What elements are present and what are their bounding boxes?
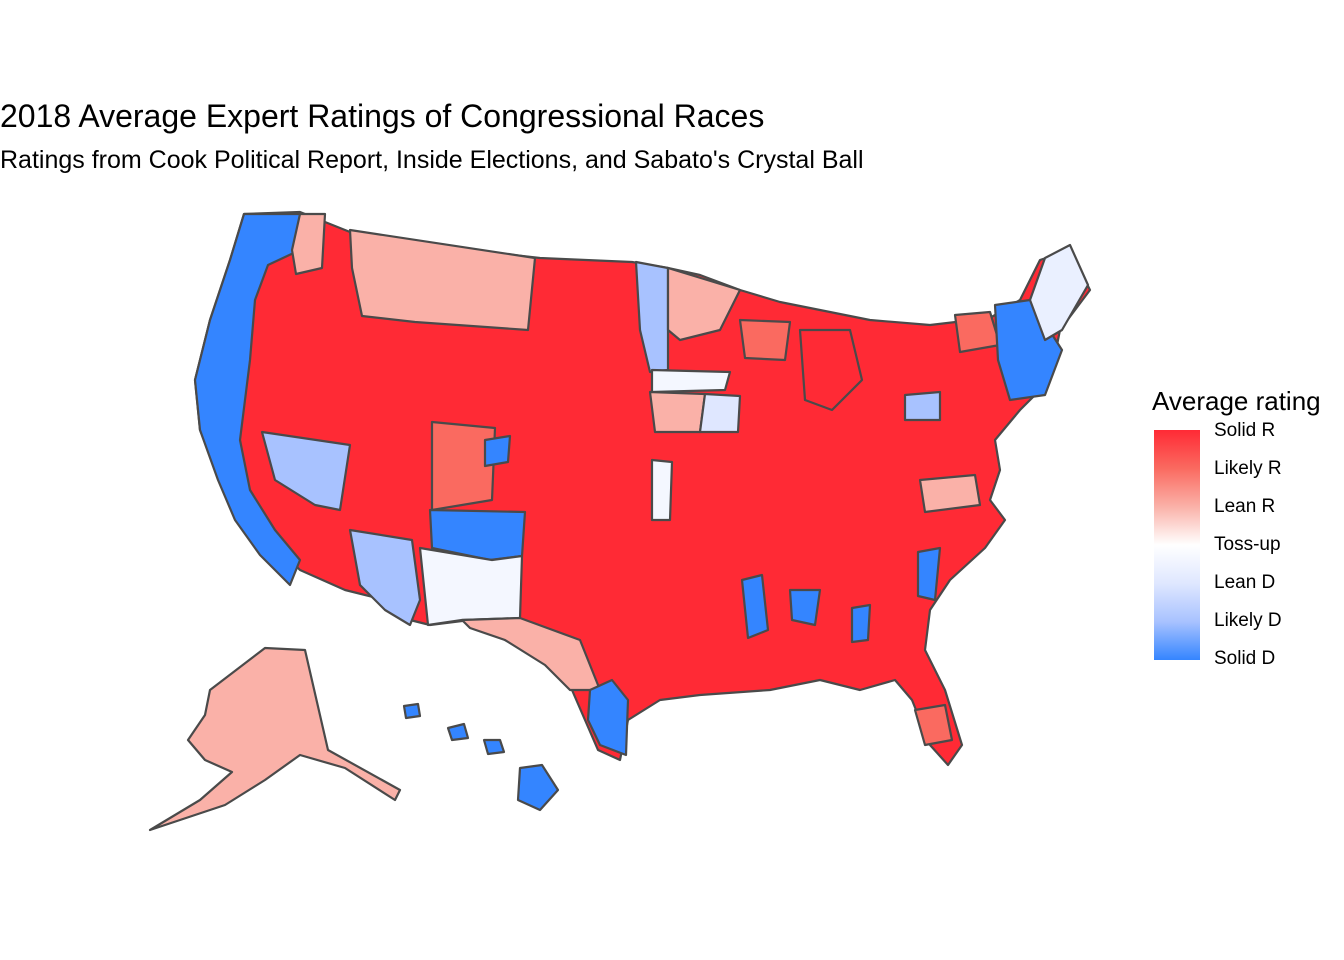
page-subtitle: Ratings from Cook Political Report, Insi…: [0, 146, 864, 174]
hawaii-maui: [482, 738, 506, 756]
virginia-district: [918, 473, 982, 514]
legend-label-lean-r: Lean R: [1214, 496, 1276, 517]
legend: Average rating Solid R Likely R Lean R T…: [1152, 386, 1342, 669]
eastern-washington-district: [290, 212, 327, 276]
florida-south-district: [913, 703, 954, 747]
arizona-district: [348, 528, 422, 627]
alabama-district: [788, 588, 822, 627]
maine-district: [1028, 243, 1090, 342]
pennsylvania-district: [903, 390, 942, 422]
south-texas-districts: [586, 678, 630, 757]
nevada-district: [260, 430, 352, 512]
minnesota-north-district: [666, 266, 742, 342]
georgia-district: [850, 603, 872, 644]
legend-label-toss-up: Toss-up: [1214, 534, 1281, 555]
pacific-coast-districts: [193, 212, 302, 587]
kansas-toss-up-district: [650, 458, 674, 522]
hawaii-kauai: [402, 702, 422, 720]
legend-label-likely-r: Likely R: [1214, 458, 1282, 479]
hawaii-oahu: [446, 722, 470, 742]
legend-title: Average rating: [1152, 386, 1321, 416]
colorado-denver-district: [483, 434, 512, 468]
legend-label-solid-d: Solid D: [1214, 648, 1276, 669]
new-mexico-south-district: [418, 546, 524, 627]
iowa-west-district: [648, 390, 707, 434]
minnesota-south-district: [650, 368, 732, 394]
montana-district: [348, 228, 537, 332]
legend-label-likely-d: Likely D: [1214, 610, 1282, 631]
legend-label-lean-d: Lean D: [1214, 572, 1276, 593]
page-title: 2018 Average Expert Ratings of Congressi…: [0, 98, 765, 134]
mississippi-district: [740, 573, 770, 640]
colorado-west-district: [430, 420, 497, 512]
west-texas-district: [460, 616, 602, 692]
alaska-district: [148, 646, 402, 832]
wisconsin-district: [738, 318, 792, 362]
legend-color-bar: [1154, 430, 1200, 660]
iowa-east-district: [698, 392, 742, 434]
legend-label-solid-r: Solid R: [1214, 420, 1276, 441]
hawaii-big-island: [516, 763, 560, 812]
michigan-district: [798, 328, 864, 412]
south-carolina-district: [916, 546, 942, 602]
